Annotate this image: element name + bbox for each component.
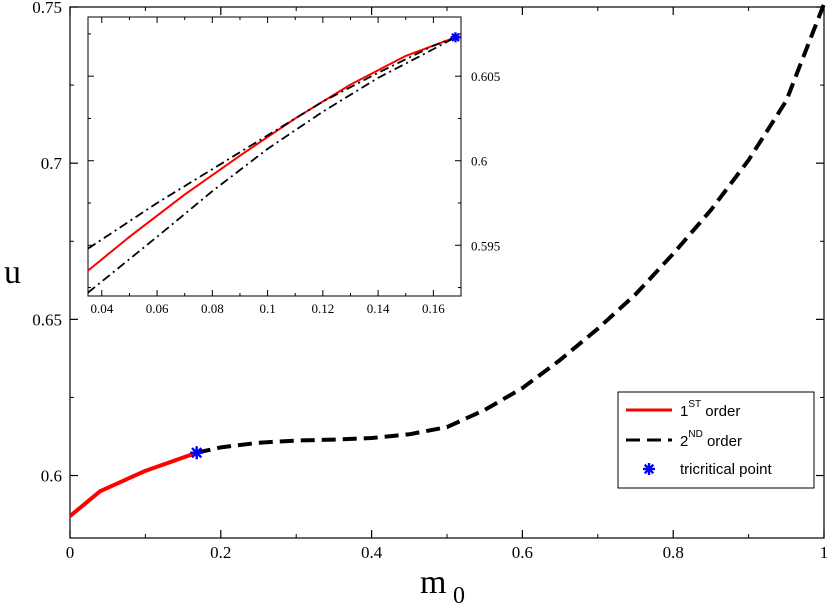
x-tick-label: 0 [66,543,75,562]
legend-label-second-order: 2ND order [680,429,742,450]
inset-series [87,32,461,294]
inset-axis-ticks: 0.04 0.06 0.08 0.1 0.12 0.14 0.16 0.595 0.6 0.605 [88,17,500,316]
inset-x-tick-label: 0.14 [367,301,390,316]
y-tick-label: 0.6 [41,467,62,486]
inset-x-tick-label: 0.04 [90,301,113,316]
y-axis-label: u [4,254,21,291]
main-axis-ticks: 0 0.2 0.4 0.6 0.8 1 0.6 0.65 0.7 0.75 [32,0,828,562]
y-tick-label: 0.65 [32,310,62,329]
x-tick-label: 0.4 [361,543,383,562]
inset-tricritical-point-marker [450,32,461,43]
inset-x-tick-label: 0.1 [259,301,275,316]
inset-x-tick-label: 0.16 [422,301,445,316]
inset-series-lower-bound [87,36,456,294]
x-tick-label: 0.8 [663,543,684,562]
main-series [68,3,826,518]
inset-y-tick-label: 0.6 [471,154,488,169]
inset-series-1st-order [87,36,456,272]
inset-y-tick-label: 0.595 [471,238,500,253]
main-series-1st-order [68,450,198,518]
x-axis-label: m [420,564,446,601]
inset-y-tick-label: 0.605 [471,69,500,84]
legend-swatch-tricritical-icon [643,463,655,475]
main-series-2nd-order [196,3,826,455]
main-tricritical-point-marker [190,446,204,460]
y-tick-label: 0.7 [41,154,63,173]
legend-label-first-order: 1ST order [680,399,740,420]
x-tick-label: 0.2 [210,543,231,562]
legend-label-tricritical: tricritical point [680,461,773,478]
inset-x-tick-label: 0.12 [311,301,334,316]
y-tick-label: 0.75 [32,0,62,17]
x-axis-label-subscript: 0 [453,583,465,609]
inset-x-tick-label: 0.06 [146,301,169,316]
x-tick-label: 1 [820,543,829,562]
inset-x-tick-label: 0.08 [201,301,224,316]
legend: 1ST order 2ND order tricritical point [617,391,815,489]
x-tick-label: 0.6 [512,543,533,562]
